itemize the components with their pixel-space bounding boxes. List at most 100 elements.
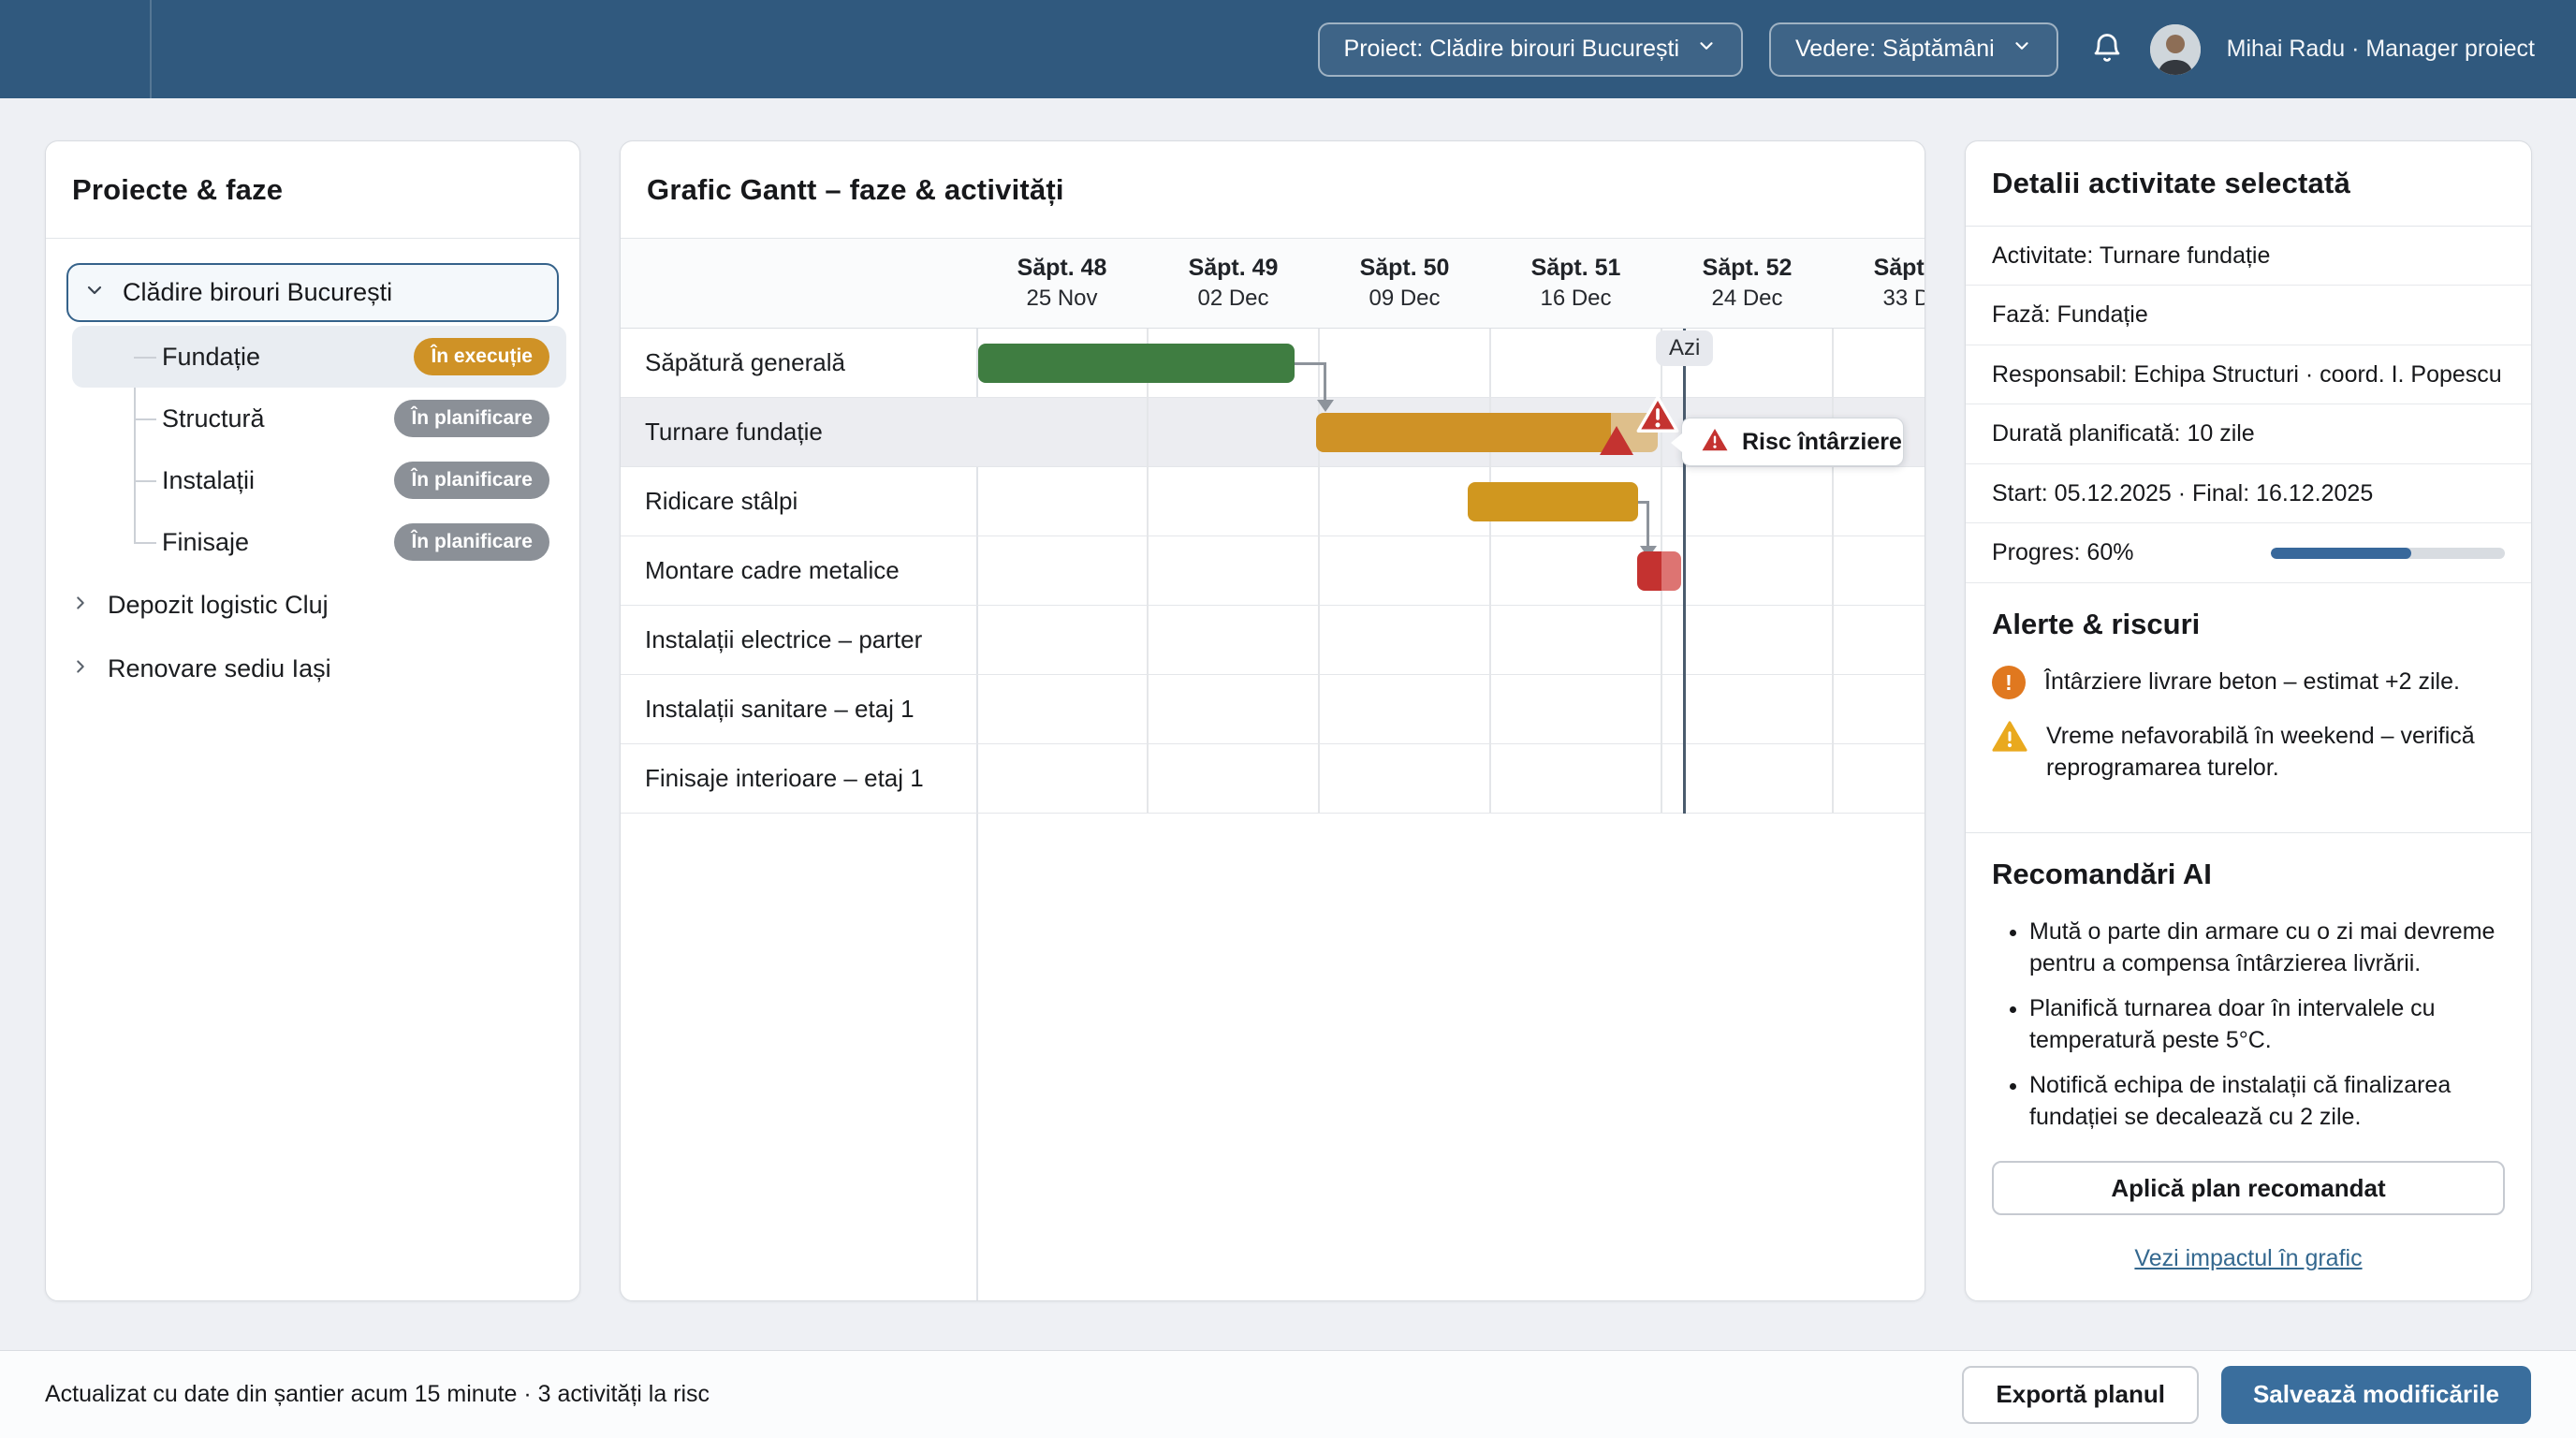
gantt-bar-critical[interactable] bbox=[1637, 551, 1681, 591]
week-date: 25 Nov bbox=[1026, 286, 1098, 311]
detail-phase: Fază: Fundație bbox=[1966, 286, 2531, 345]
topbar: Proiect: Clădire birouri București Veder… bbox=[0, 0, 2576, 98]
risk-warning-icon[interactable] bbox=[1636, 395, 1679, 439]
week-date: 09 Dec bbox=[1368, 286, 1441, 311]
sidebar-item-depozit-cluj[interactable]: Depozit logistic Cluj bbox=[46, 573, 579, 637]
warning-triangle-icon bbox=[1701, 427, 1729, 458]
sidebar-item-finisaje[interactable]: Finisaje În planificare bbox=[46, 511, 579, 573]
week-label: Săpt. 53 bbox=[1873, 255, 1925, 281]
risk-triangle-icon bbox=[1598, 423, 1635, 463]
recommendation-item: Notifică echipa de instalații că finaliz… bbox=[2029, 1069, 2505, 1133]
chevron-right-icon bbox=[70, 654, 91, 683]
recommendations-list: Mută o parte din armare cu o zi mai devr… bbox=[1992, 916, 2505, 1133]
gantt-body: Săpt. 48 25 Nov Săpt. 49 02 Dec Săpt. 50… bbox=[621, 239, 1925, 1300]
progress-bar bbox=[2271, 547, 2505, 559]
alert-text: Întârziere livrare beton – estimat +2 zi… bbox=[2044, 668, 2460, 696]
progress-label: Progres: 60% bbox=[1992, 539, 2134, 566]
export-plan-button[interactable]: Exportă planul bbox=[1962, 1365, 2199, 1424]
week-label: Săpt. 51 bbox=[1530, 255, 1621, 281]
gantt-row[interactable]: Instalații sanitare – etaj 1 bbox=[621, 675, 1925, 744]
gantt-week-header: Săpt. 48 25 Nov Săpt. 49 02 Dec Săpt. 50… bbox=[621, 239, 1925, 329]
notifications-button[interactable] bbox=[2090, 31, 2124, 67]
dependency-connector bbox=[1638, 501, 1649, 504]
status-badge: În planificare bbox=[394, 523, 549, 561]
gantt-bar-progress[interactable] bbox=[1316, 413, 1611, 452]
activity-label: Instalații electrice – parter bbox=[645, 625, 923, 653]
gantt-bar-planned[interactable] bbox=[1468, 482, 1638, 521]
week-label: Săpt. 52 bbox=[1702, 255, 1793, 281]
save-changes-button[interactable]: Salvează modificările bbox=[2220, 1365, 2531, 1424]
alert-triangle-icon bbox=[1992, 720, 2027, 758]
view-selector[interactable]: Vedere: Săptămâni bbox=[1769, 22, 2058, 77]
week-label: Săpt. 49 bbox=[1188, 255, 1279, 281]
activity-label: Montare cadre metalice bbox=[645, 556, 900, 584]
week-label: Săpt. 48 bbox=[1017, 255, 1107, 281]
recommendations-title: Recomandări AI bbox=[1992, 858, 2212, 891]
project-selector[interactable]: Proiect: Clădire birouri București bbox=[1317, 22, 1744, 77]
gantt-row[interactable]: Ridicare stâlpi bbox=[621, 467, 1925, 536]
week-date: 02 Dec bbox=[1197, 286, 1269, 311]
footer-bar: Actualizat cu date din șantier acum 15 m… bbox=[0, 1350, 2576, 1438]
chevron-down-icon bbox=[2012, 36, 2032, 63]
recommendation-item: Mută o parte din armare cu o zi mai devr… bbox=[2029, 916, 2505, 979]
detail-progress: Progres: 60% bbox=[1966, 523, 2531, 584]
bell-icon bbox=[2090, 31, 2124, 67]
activity-label: Turnare fundație bbox=[645, 418, 823, 446]
chevron-down-icon bbox=[83, 279, 106, 306]
view-impact-link[interactable]: Vezi impactul în grafic bbox=[2134, 1245, 2363, 1272]
user-name: Mihai Radu · Manager proiect bbox=[2226, 36, 2535, 62]
recommendations-section: Recomandări AI Mută o parte din armare c… bbox=[1966, 833, 2531, 1300]
sidebar-project-cladire-birouri[interactable]: Clădire birouri București bbox=[66, 263, 559, 322]
activity-label: Ridicare stâlpi bbox=[645, 487, 798, 515]
chevron-down-icon bbox=[1696, 36, 1717, 63]
dependency-connector bbox=[1324, 362, 1326, 402]
chevron-right-icon bbox=[70, 591, 91, 620]
gantt-panel: Grafic Gantt – faze & activități Săpt. 4… bbox=[620, 140, 1925, 1301]
view-selector-label: Vedere: Săptămâni bbox=[1795, 36, 1995, 62]
details-title: Detalii activitate selectată bbox=[1992, 166, 2350, 199]
projects-panel: Proiecte & faze Clădire birouri Bucureșt… bbox=[45, 140, 580, 1301]
user-avatar[interactable] bbox=[2149, 23, 2201, 75]
sidebar-item-renovare-iasi[interactable]: Renovare sediu Iași bbox=[46, 637, 579, 700]
apply-plan-button[interactable]: Aplică plan recomandat bbox=[1992, 1161, 2505, 1216]
status-badge: În execuție bbox=[414, 338, 549, 375]
project-label: Clădire birouri București bbox=[123, 278, 393, 306]
gantt-panel-header: Grafic Gantt – faze & activități bbox=[621, 141, 1925, 239]
week-column-header: Săpt. 48 25 Nov bbox=[976, 239, 1148, 328]
week-column-header: Săpt. 53 33 Dec bbox=[1833, 239, 1925, 328]
sidebar-item-instalatii[interactable]: Instalații În planificare bbox=[46, 449, 579, 511]
tree-connector-line bbox=[134, 326, 136, 542]
gantt-rows: Săpătură generală Turnare fundație Ridic… bbox=[621, 329, 1925, 814]
week-date: 16 Dec bbox=[1540, 286, 1612, 311]
week-column-header: Săpt. 50 09 Dec bbox=[1319, 239, 1490, 328]
phase-label: Instalații bbox=[162, 465, 256, 494]
sidebar-item-fundatie[interactable]: Fundație În execuție bbox=[72, 326, 566, 388]
main-content: Proiecte & faze Clădire birouri Bucureșt… bbox=[45, 140, 2532, 1301]
week-gridline bbox=[1832, 329, 1834, 814]
detail-owner: Responsabil: Echipa Structuri · coord. I… bbox=[1966, 345, 2531, 405]
today-line bbox=[1683, 329, 1686, 814]
sidebar-item-structura[interactable]: Structură În planificare bbox=[46, 388, 579, 449]
alerts-section: Alerte & riscuri ! Întârziere livrare be… bbox=[1966, 583, 2531, 834]
gantt-row[interactable]: Finisaje interioare – etaj 1 bbox=[621, 744, 1925, 814]
phase-label: Finisaje bbox=[162, 527, 250, 556]
alert-text: Vreme nefavorabilă în weekend – verifică… bbox=[2046, 723, 2475, 782]
alerts-title: Alerte & riscuri bbox=[1992, 608, 2201, 641]
status-badge: În planificare bbox=[394, 400, 549, 437]
week-column-header: Săpt. 49 02 Dec bbox=[1148, 239, 1319, 328]
gantt-row[interactable]: Montare cadre metalice bbox=[621, 536, 1925, 606]
sync-status-text: Actualizat cu date din șantier acum 15 m… bbox=[45, 1381, 710, 1407]
detail-dates: Start: 05.12.2025 · Final: 16.12.2025 bbox=[1966, 464, 2531, 524]
week-gridline bbox=[1147, 329, 1149, 814]
gantt-bar-complete[interactable] bbox=[978, 344, 1295, 383]
detail-duration: Durată planificată: 10 zile bbox=[1966, 404, 2531, 464]
dependency-connector bbox=[1647, 501, 1649, 548]
week-date: 33 Dec bbox=[1882, 286, 1925, 311]
project-label: Renovare sediu Iași bbox=[108, 653, 331, 682]
alert-item: Vreme nefavorabilă în weekend – verifică… bbox=[1992, 720, 2505, 784]
footer-buttons: Exportă planul Salvează modificările bbox=[1962, 1365, 2531, 1424]
activity-label: Finisaje interioare – etaj 1 bbox=[645, 764, 924, 792]
gantt-row[interactable]: Instalații electrice – parter bbox=[621, 606, 1925, 675]
projects-panel-title: Proiecte & faze bbox=[72, 172, 284, 206]
gantt-row[interactable]: Săpătură generală bbox=[621, 329, 1925, 398]
